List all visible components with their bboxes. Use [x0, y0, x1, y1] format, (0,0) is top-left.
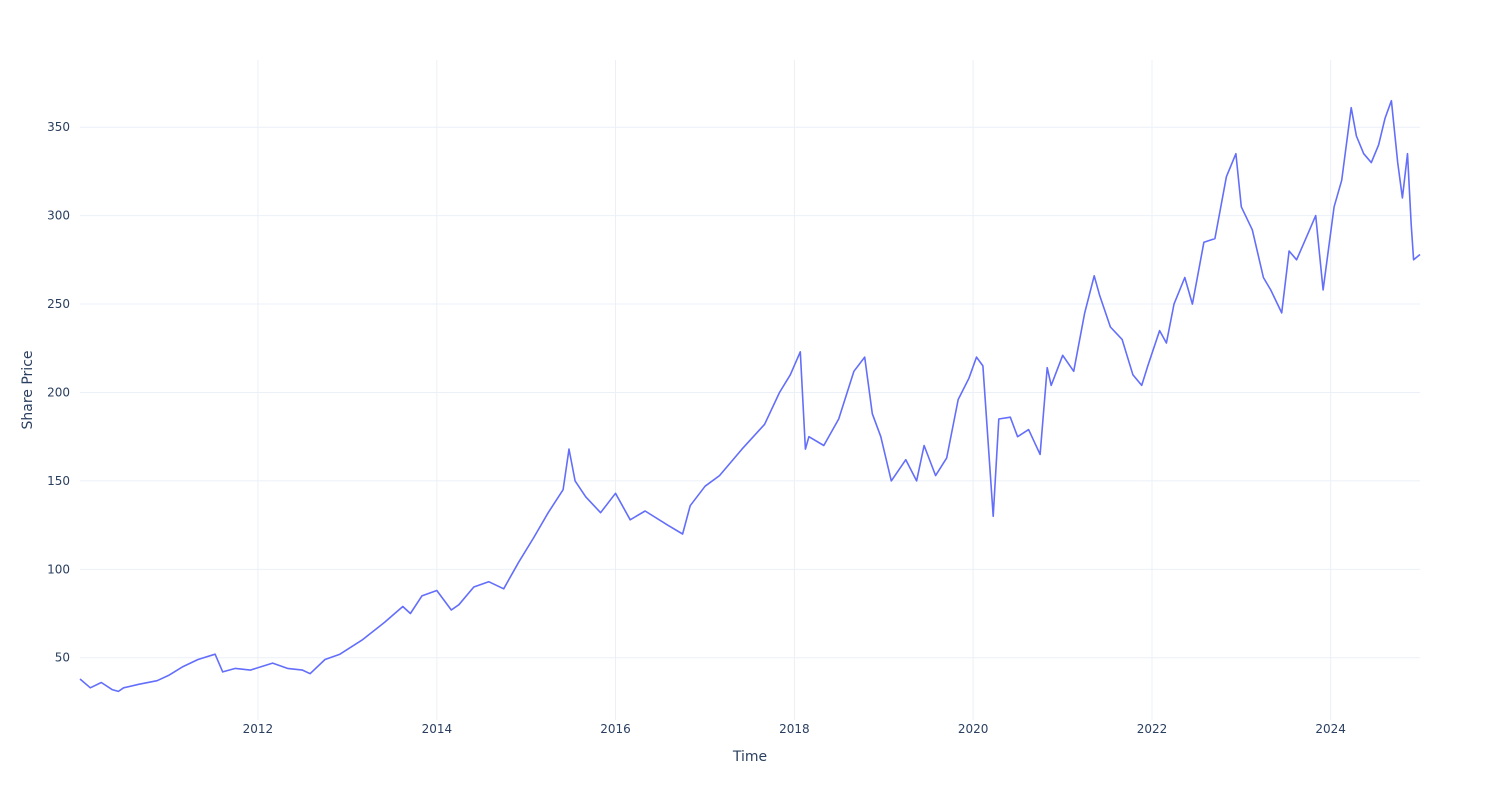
- x-tick-label: 2020: [958, 722, 989, 736]
- y-tick-label: 100: [47, 562, 70, 576]
- gridlines: [80, 60, 1420, 720]
- x-tick-label: 2014: [422, 722, 453, 736]
- series-layer: [79, 99, 1421, 693]
- x-tick-label: 2016: [600, 722, 631, 736]
- x-tick-label: 2022: [1137, 722, 1168, 736]
- y-axis-title: Share Price: [20, 350, 36, 429]
- y-tick-label: 300: [47, 209, 70, 223]
- y-tick-label: 200: [47, 385, 70, 399]
- x-tick-label: 2024: [1315, 722, 1346, 736]
- y-tick-label: 150: [47, 474, 70, 488]
- share-price-line: [79, 99, 1421, 693]
- y-tick-label: 250: [47, 297, 70, 311]
- x-tick-label: 2018: [779, 722, 810, 736]
- x-tick-label: 2012: [243, 722, 274, 736]
- x-axis-title: Time: [732, 749, 767, 765]
- y-tick-label: 350: [47, 120, 70, 134]
- y-axis-ticks: 50 100 150 200 250 300 350: [47, 120, 70, 665]
- x-axis-ticks: 2012 2014 2016 2018 2020 2022 2024: [243, 722, 1346, 736]
- y-tick-label: 50: [55, 651, 70, 665]
